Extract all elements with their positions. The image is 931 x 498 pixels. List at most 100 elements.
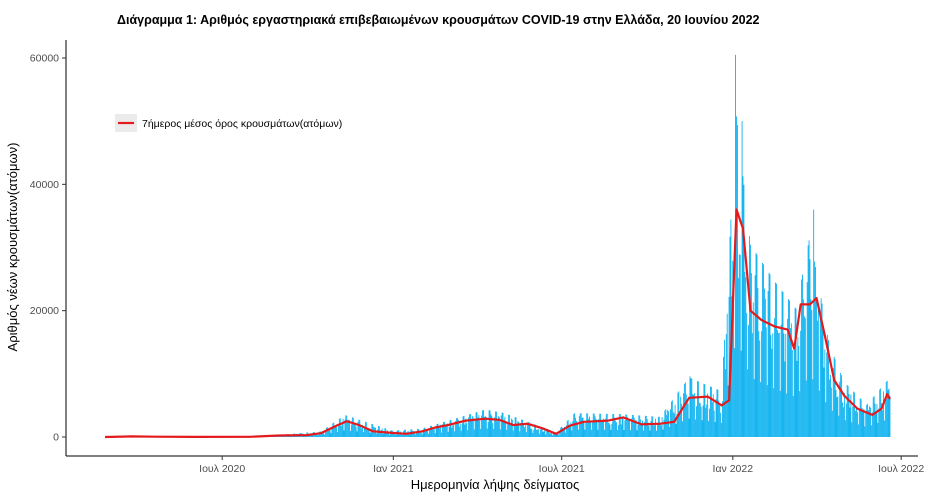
daily-cases-bar [642, 421, 643, 437]
daily-cases-bar [330, 429, 331, 437]
daily-cases-bar [322, 433, 323, 437]
daily-cases-bar [570, 426, 571, 437]
daily-cases-bar [432, 428, 433, 437]
daily-cases-bar [748, 325, 749, 437]
daily-cases-bar [762, 263, 763, 437]
daily-cases-bar [336, 427, 337, 437]
daily-cases-bar [457, 418, 458, 437]
daily-cases-bar [409, 435, 410, 437]
daily-cases-bar [727, 314, 728, 437]
daily-cases-bar [852, 406, 853, 437]
daily-cases-bar [521, 419, 522, 437]
daily-cases-bar [825, 402, 826, 437]
daily-cases-bar [661, 425, 662, 437]
daily-cases-bar [785, 334, 786, 437]
daily-cases-bar [841, 375, 842, 437]
daily-cases-bar [744, 272, 745, 437]
daily-cases-bar [778, 333, 779, 437]
daily-cases-bar [755, 275, 756, 437]
daily-cases-bar [508, 415, 509, 437]
daily-cases-bar [837, 397, 838, 437]
daily-cases-bar [637, 425, 638, 437]
daily-cases-bar [682, 421, 683, 437]
daily-cases-bar [538, 429, 539, 437]
daily-cases-bar [531, 429, 532, 437]
daily-cases-bar [695, 419, 696, 437]
daily-cases-bar [333, 423, 334, 437]
chart-title: Διάγραμμα 1: Αριθμός εργαστηριακά επιβεβ… [117, 13, 760, 27]
daily-cases-bar [464, 425, 465, 437]
daily-cases-bar [823, 324, 824, 437]
daily-cases-bar [845, 420, 846, 437]
daily-cases-bar [584, 423, 585, 437]
daily-cases-bar [792, 350, 793, 437]
daily-cases-bar [836, 390, 837, 437]
daily-cases-bar [657, 423, 658, 437]
daily-cases-bar [763, 264, 764, 437]
daily-cases-bar [466, 423, 467, 437]
daily-cases-bar [816, 300, 817, 437]
daily-cases-bar [526, 432, 527, 437]
daily-cases-bar [611, 424, 612, 437]
daily-cases-bar [782, 291, 783, 437]
daily-cases-bar [719, 406, 720, 437]
daily-cases-bar [640, 419, 641, 437]
daily-cases-bar [586, 413, 587, 437]
daily-cases-bar [697, 381, 698, 437]
daily-cases-bar [523, 424, 524, 437]
daily-cases-bar [510, 424, 511, 437]
daily-cases-bar [357, 431, 358, 437]
daily-cases-bar [783, 292, 784, 437]
x-tick-label: Ιαν 2022 [713, 463, 754, 475]
daily-cases-bar [454, 431, 455, 437]
daily-cases-bar [638, 415, 639, 437]
daily-cases-bar [752, 333, 753, 437]
daily-cases-bar [812, 379, 813, 437]
daily-cases-bar [355, 424, 356, 437]
daily-cases-bar [606, 414, 607, 437]
daily-cases-bar [874, 396, 875, 437]
daily-cases-bar [428, 434, 429, 437]
daily-cases-bar [765, 299, 766, 437]
daily-cases-bar [415, 435, 416, 437]
daily-cases-bar [864, 426, 865, 437]
daily-cases-bar [495, 411, 496, 437]
daily-cases-bar [761, 331, 762, 437]
daily-cases-bar [781, 325, 782, 437]
daily-cases-bar [680, 397, 681, 437]
daily-cases-bar [575, 418, 576, 437]
daily-cases-bar [835, 359, 836, 437]
daily-cases-bar [469, 414, 470, 437]
daily-cases-bar [581, 413, 582, 437]
daily-cases-bar [837, 396, 838, 437]
daily-cases-bar [533, 430, 534, 437]
daily-cases-bar [668, 411, 669, 437]
daily-cases-bar [532, 433, 533, 437]
daily-cases-bar [444, 422, 445, 437]
daily-cases-bar [482, 410, 483, 437]
daily-cases-bar [347, 422, 348, 437]
daily-cases-bar [600, 414, 601, 437]
daily-cases-bar [438, 427, 439, 437]
daily-cases-bar [383, 434, 384, 437]
daily-cases-bar [884, 421, 885, 437]
daily-cases-bar [706, 404, 707, 437]
daily-cases-bar [647, 419, 648, 437]
daily-cases-bar [683, 393, 684, 437]
daily-cases-bar [525, 424, 526, 437]
daily-cases-bar [608, 423, 609, 437]
daily-cases-bar [805, 318, 806, 437]
daily-cases-bar [789, 300, 790, 437]
daily-cases-bar [759, 341, 760, 437]
daily-cases-bar [578, 430, 579, 437]
daily-cases-bar [402, 435, 403, 437]
daily-cases-bar [726, 334, 727, 437]
legend: 7ήμερος μέσος όρος κρουσμάτων(ατόμων) [115, 114, 342, 132]
daily-cases-bar [886, 382, 887, 437]
daily-cases-bar [810, 299, 811, 437]
daily-cases-bar [871, 425, 872, 437]
daily-cases-bar [396, 435, 397, 437]
daily-cases-bar [693, 395, 694, 437]
daily-cases-bar [480, 429, 481, 437]
daily-cases-bar [621, 424, 622, 437]
